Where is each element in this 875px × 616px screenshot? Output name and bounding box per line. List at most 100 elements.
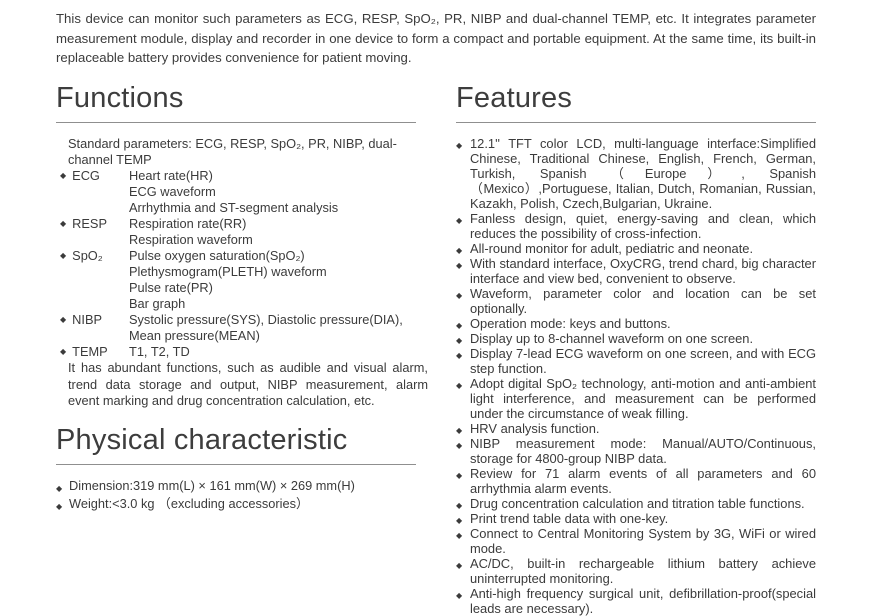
diamond-bullet-icon: ◆ — [456, 426, 463, 435]
function-desc: Respiration rate(RR) — [129, 215, 247, 231]
feature-item: ◆ Display 7-lead ECG waveform on one scre… — [456, 346, 816, 376]
diamond-bullet-icon: ◆ — [60, 347, 67, 356]
diamond-bullet-icon: ◆ — [456, 336, 463, 345]
function-term: ◆ ECG — [56, 168, 129, 216]
physical-item: ◆ Weight:<3.0 kg （excluding accessories） — [56, 496, 428, 512]
right-column: Features ◆ 12.1'' TFT color LCD, multi-la… — [456, 68, 816, 616]
function-desc: Arrhythmia and ST-segment analysis — [129, 199, 339, 215]
diamond-bullet-icon: ◆ — [456, 561, 463, 570]
diamond-bullet-icon: ◆ — [456, 291, 463, 300]
section-divider — [56, 121, 416, 123]
feature-item: ◆ With standard interface, OxyCRG, trend … — [456, 256, 816, 286]
function-desc: Plethysmogram(PLETH) waveform — [129, 263, 327, 279]
feature-item: ◆ HRV analysis function. — [456, 421, 816, 436]
function-term: ◆ SpO₂ — [56, 248, 129, 312]
function-term: ◆ RESP — [56, 216, 129, 248]
two-column-layout: Functions Standard parameters: ECG, RESP… — [56, 68, 816, 616]
function-desc: T1, T2, TD — [129, 343, 190, 359]
features-list: ◆ 12.1'' TFT color LCD, multi-language in… — [456, 136, 816, 616]
feature-text: Display 7-lead ECG waveform on one scree… — [470, 345, 816, 376]
feature-text: Print trend table data with one-key. — [470, 510, 669, 526]
feature-item: ◆ Print trend table data with one-key. — [456, 511, 816, 526]
diamond-bullet-icon: ◆ — [456, 261, 463, 270]
feature-item: ◆ 12.1'' TFT color LCD, multi-language in… — [456, 136, 816, 211]
diamond-bullet-icon: ◆ — [60, 251, 67, 260]
feature-text: Fanless design, quiet, energy-saving and… — [470, 210, 816, 241]
function-desc: Pulse oxygen saturation(SpO₂) — [129, 247, 305, 263]
function-term-label: RESP — [72, 215, 108, 231]
function-descriptions: Systolic pressure(SYS), Diastolic pressu… — [129, 312, 428, 344]
features-heading: Features — [456, 81, 573, 114]
feature-text: All-round monitor for adult, pediatric a… — [470, 240, 754, 256]
function-term-label: NIBP — [72, 311, 103, 327]
function-desc: Bar graph — [129, 295, 186, 311]
diamond-bullet-icon: ◆ — [456, 471, 463, 480]
feature-text: Operation mode: keys and buttons. — [470, 315, 671, 331]
feature-text: Display up to 8-channel waveform on one … — [470, 330, 754, 346]
feature-text: 12.1'' TFT color LCD, multi-language int… — [470, 135, 816, 211]
diamond-bullet-icon: ◆ — [456, 381, 463, 390]
diamond-bullet-icon: ◆ — [456, 441, 463, 450]
function-desc: ECG waveform — [129, 183, 216, 199]
function-row-spo2: ◆ SpO₂ Pulse oxygen saturation(SpO₂) Plet… — [56, 248, 428, 312]
feature-text: Connect to Central Monitoring System by … — [470, 525, 816, 556]
feature-text: HRV analysis function. — [470, 420, 600, 436]
function-descriptions: T1, T2, TD — [129, 344, 428, 361]
feature-item: ◆ Fanless design, quiet, energy-saving an… — [456, 211, 816, 241]
function-descriptions: Respiration rate(RR) Respiration wavefor… — [129, 216, 428, 248]
feature-item: ◆ Review for 71 alarm events of all param… — [456, 466, 816, 496]
function-term: ◆ TEMP — [56, 344, 129, 361]
function-desc: Respiration waveform — [129, 231, 253, 247]
functions-summary: It has abundant functions, such as audib… — [68, 360, 428, 408]
diamond-bullet-icon: ◆ — [60, 171, 67, 180]
function-row-temp: ◆ TEMP T1, T2, TD — [56, 344, 428, 361]
standard-parameters-note: Standard parameters: ECG, RESP, SpO₂, PR… — [68, 135, 397, 167]
feature-text: Review for 71 alarm events of all parame… — [470, 465, 816, 496]
feature-item: ◆ AC/DC, built-in rechargeable lithium ba… — [456, 556, 816, 586]
feature-item: ◆ NIBP measurement mode: Manual/AUTO/Cont… — [456, 436, 816, 466]
section-divider — [456, 121, 816, 123]
diamond-bullet-icon: ◆ — [456, 531, 463, 540]
feature-text: Drug concentration calculation and titra… — [470, 495, 805, 511]
diamond-bullet-icon: ◆ — [60, 315, 67, 324]
diamond-bullet-icon: ◆ — [456, 246, 463, 255]
function-row-nibp: ◆ NIBP Systolic pressure(SYS), Diastolic … — [56, 312, 428, 344]
function-term-label: SpO₂ — [72, 247, 103, 263]
feature-text: Anti-high frequency surgical unit, defib… — [470, 585, 816, 616]
function-desc: Pulse rate(PR) — [129, 279, 213, 295]
diamond-bullet-icon: ◆ — [456, 141, 463, 150]
feature-item: ◆ Adopt digital SpO₂ technology, anti-mot… — [456, 376, 816, 421]
section-divider — [56, 463, 416, 465]
physical-heading: Physical characteristic — [56, 423, 348, 456]
feature-text: Adopt digital SpO₂ technology, anti-moti… — [470, 375, 816, 421]
feature-text: Waveform, parameter color and location c… — [470, 285, 816, 316]
function-descriptions: Pulse oxygen saturation(SpO₂) Plethysmog… — [129, 248, 428, 312]
feature-item: ◆ Connect to Central Monitoring System by… — [456, 526, 816, 556]
feature-item: ◆ Drug concentration calculation and titr… — [456, 496, 816, 511]
diamond-bullet-icon: ◆ — [456, 591, 463, 600]
function-row-resp: ◆ RESP Respiration rate(RR) Respiration w… — [56, 216, 428, 248]
feature-text: With standard interface, OxyCRG, trend c… — [470, 255, 816, 286]
diamond-bullet-icon: ◆ — [456, 321, 463, 330]
feature-item: ◆ Display up to 8-channel waveform on one… — [456, 331, 816, 346]
diamond-bullet-icon: ◆ — [456, 501, 463, 510]
function-term-label: ECG — [72, 167, 100, 183]
diamond-bullet-icon: ◆ — [60, 219, 67, 228]
function-desc: Heart rate(HR) — [129, 167, 213, 183]
diamond-bullet-icon: ◆ — [56, 501, 63, 511]
feature-item: ◆ Operation mode: keys and buttons. — [456, 316, 816, 331]
physical-list: ◆ Dimension:319 mm(L) × 161 mm(W) × 269 m… — [56, 478, 428, 512]
diamond-bullet-icon: ◆ — [456, 351, 463, 360]
physical-item-text: Weight:<3.0 kg （excluding accessories） — [69, 495, 309, 511]
functions-heading: Functions — [56, 81, 184, 114]
function-descriptions: Heart rate(HR) ECG waveform Arrhythmia a… — [129, 168, 428, 216]
left-column: Functions Standard parameters: ECG, RESP… — [56, 68, 428, 512]
diamond-bullet-icon: ◆ — [456, 216, 463, 225]
feature-text: AC/DC, built-in rechargeable lithium bat… — [470, 555, 816, 586]
feature-item: ◆ All-round monitor for adult, pediatric … — [456, 241, 816, 256]
physical-item: ◆ Dimension:319 mm(L) × 161 mm(W) × 269 m… — [56, 478, 428, 494]
diamond-bullet-icon: ◆ — [456, 516, 463, 525]
function-row-ecg: ◆ ECG Heart rate(HR) ECG waveform Arrhyth… — [56, 168, 428, 216]
function-term-label: TEMP — [72, 343, 108, 359]
